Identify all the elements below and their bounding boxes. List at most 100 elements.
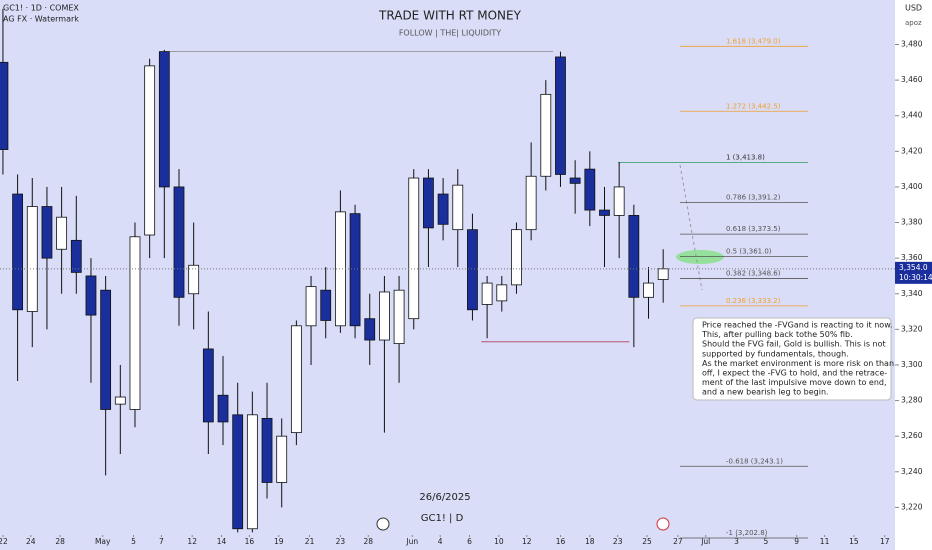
x-tick-label: 12 xyxy=(522,537,532,546)
candle-body xyxy=(599,209,610,216)
last-price-box xyxy=(895,261,932,284)
candle-body xyxy=(173,186,185,298)
x-tick-label: 28 xyxy=(363,537,373,546)
y-tick-label: 3,280 xyxy=(901,396,923,405)
x-tick-label: 25 xyxy=(642,537,652,546)
candle-body xyxy=(613,186,625,216)
y-tick-label: 3,340 xyxy=(901,289,923,298)
candle-body xyxy=(26,206,38,312)
candle-body xyxy=(290,325,302,434)
annotation-line: off, I expect the -FVG to hold, and the … xyxy=(702,369,887,378)
y-tick-label: 3,260 xyxy=(901,431,923,440)
y-tick-label: 3,440 xyxy=(901,111,923,120)
annotation-line: supported by fundamentals, though. xyxy=(702,349,849,358)
y-tick-label: 3,240 xyxy=(901,467,923,476)
candle-body xyxy=(643,282,654,298)
fib-label: 0.236 (3,333.2) xyxy=(726,297,781,305)
footer-date: 26/6/2025 xyxy=(419,492,470,503)
y-tick-label: 3,480 xyxy=(901,40,923,49)
y-tick-label: 3,420 xyxy=(901,146,923,155)
candle-body xyxy=(467,229,478,311)
annotation-line: As the market environment is more risk o… xyxy=(702,359,894,368)
fib-label: 1.618 (3,479.0) xyxy=(726,37,781,45)
x-tick-label: 17 xyxy=(880,537,890,546)
candle-body xyxy=(349,213,361,327)
candle-body xyxy=(56,216,68,250)
candle-body xyxy=(158,51,170,188)
fib-label: -1 (3,202.8) xyxy=(726,529,768,537)
y-tick-label: 3,360 xyxy=(901,253,923,262)
candle-body xyxy=(496,284,508,302)
candle-body xyxy=(452,184,464,231)
candle-body xyxy=(408,177,420,320)
fib-label: -0.618 (3,243.1) xyxy=(726,457,783,465)
annotation-line: Should the FVG fail, Gold is bullish. Th… xyxy=(702,340,886,349)
candle-body xyxy=(628,215,640,298)
annotation-line: and a new bearish leg to begin. xyxy=(702,388,829,397)
y-tick-label: 3,320 xyxy=(901,324,923,333)
annotation-line: ment of the last impulsive move down to … xyxy=(702,378,887,387)
last-price-label: 3,354.0 xyxy=(899,263,928,272)
subtitle: FOLLOW | THE| LIQUIDITY xyxy=(399,29,501,38)
x-tick-label: 5 xyxy=(131,537,136,546)
candle-body xyxy=(569,177,581,184)
candle-body xyxy=(202,348,214,423)
candle-body xyxy=(657,268,669,280)
candle-body xyxy=(437,193,449,225)
axis-note: apoz xyxy=(905,19,922,27)
x-tick-label: 23 xyxy=(613,537,623,546)
x-tick-label: 22 xyxy=(0,537,8,546)
candle-body xyxy=(246,414,258,530)
candle-body xyxy=(511,229,522,286)
x-tick-label: May xyxy=(95,537,111,546)
annotation-line: Price reached the -FVGand is reacting to… xyxy=(702,321,893,330)
fib-label: 0.618 (3,373.5) xyxy=(726,225,781,233)
candle-body xyxy=(555,56,566,175)
candle-body xyxy=(85,275,97,316)
x-tick-label: 27 xyxy=(673,537,683,546)
candle-body xyxy=(305,286,317,327)
candle-body xyxy=(144,65,156,236)
x-tick-label: 18 xyxy=(585,537,595,546)
icon xyxy=(376,517,390,531)
candle-body xyxy=(114,396,126,405)
x-tick-label: 12 xyxy=(187,537,197,546)
x-tick-label: 10 xyxy=(494,537,504,546)
candle-body xyxy=(100,289,112,410)
title: TRADE WITH RT MONEY xyxy=(378,9,522,23)
footer-symbol: GC1! | D xyxy=(421,513,464,524)
x-tick-label: 11 xyxy=(820,537,830,546)
x-tick-label: 28 xyxy=(55,537,65,546)
candle-body xyxy=(129,236,141,410)
x-tick-label: 6 xyxy=(467,537,472,546)
y-tick-label: 3,400 xyxy=(901,182,923,191)
candle-body xyxy=(261,417,273,483)
x-tick-label: 15 xyxy=(849,537,859,546)
fib-label: 0.786 (3,391.2) xyxy=(726,194,781,202)
x-tick-label: 16 xyxy=(556,537,566,546)
countdown: 10:30:14 xyxy=(899,273,932,282)
candle-body xyxy=(481,282,493,305)
candle-body xyxy=(423,177,434,229)
y-tick-label: 3,380 xyxy=(901,218,923,227)
candle-body xyxy=(70,239,82,273)
y-tick-label: 3,220 xyxy=(901,502,923,511)
x-tick-label: 19 xyxy=(274,537,284,546)
x-tick-label: Jul xyxy=(700,537,710,546)
candle-body xyxy=(188,264,200,295)
x-tick-label: 21 xyxy=(305,537,315,546)
candle-body xyxy=(393,289,405,345)
fib-label: 0.5 (3,361.0) xyxy=(726,247,772,255)
candle-body xyxy=(540,93,552,177)
symbol: GC1! · 1D · COMEX xyxy=(3,4,79,13)
candle-body xyxy=(12,193,24,311)
x-tick-label: 9 xyxy=(794,537,799,546)
x-tick-label: 16 xyxy=(245,537,255,546)
candle-body xyxy=(320,289,332,321)
icon xyxy=(656,517,670,531)
candle-body xyxy=(41,206,53,259)
candle-body xyxy=(276,435,288,483)
candle-body xyxy=(217,394,229,423)
watermark: AG FX · Watermark xyxy=(3,15,79,24)
